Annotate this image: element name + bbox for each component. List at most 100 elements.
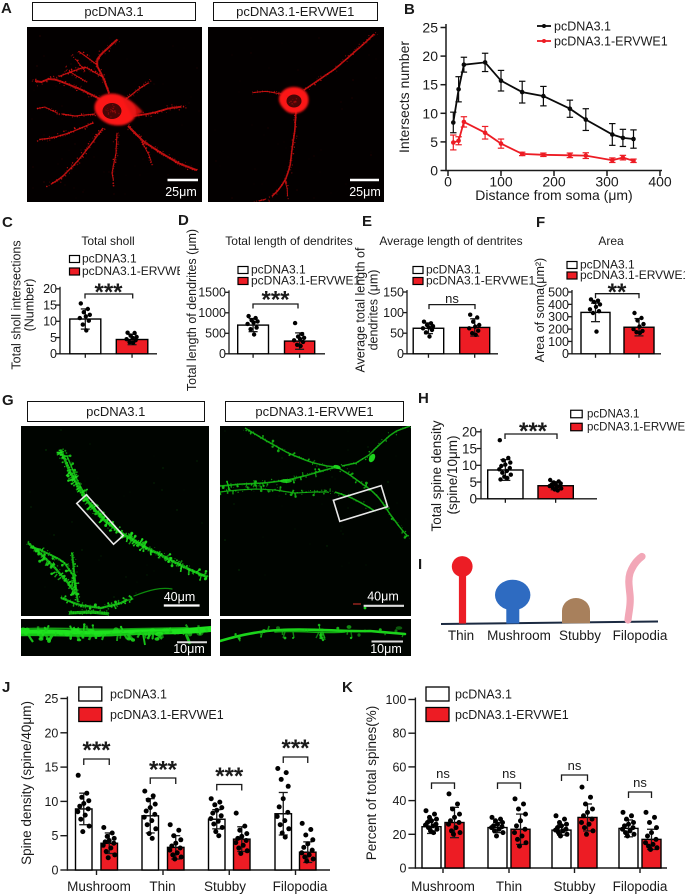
svg-text:Total length of dendrites (μm): Total length of dendrites (μm) <box>185 229 199 391</box>
svg-text:0: 0 <box>562 347 569 361</box>
svg-text:pcDNA3.1-ERVWE1: pcDNA3.1-ERVWE1 <box>251 274 360 288</box>
svg-text:80: 80 <box>392 727 406 741</box>
svg-text:B: B <box>404 1 415 18</box>
svg-text:***: *** <box>519 418 548 445</box>
svg-text:pcDNA3.1: pcDNA3.1 <box>587 409 639 421</box>
svg-text:pcDNA3.1: pcDNA3.1 <box>455 688 512 702</box>
svg-text:***: *** <box>281 735 310 762</box>
svg-text:0: 0 <box>397 347 404 361</box>
svg-text:pcDNA3.1: pcDNA3.1 <box>251 263 306 277</box>
svg-text:25μm: 25μm <box>349 185 381 199</box>
svg-text:F: F <box>536 214 545 231</box>
svg-text:pcDNA3.1-ERVWE1: pcDNA3.1-ERVWE1 <box>110 708 224 722</box>
svg-text:10: 10 <box>422 105 438 121</box>
svg-text:300: 300 <box>548 310 569 324</box>
svg-text:100: 100 <box>383 306 404 320</box>
svg-text:15: 15 <box>43 298 57 312</box>
svg-text:pcDNA3.1-ERVWE1: pcDNA3.1-ERVWE1 <box>82 264 180 278</box>
svg-text:(Number): (Number) <box>23 279 37 332</box>
svg-text:0: 0 <box>219 347 226 361</box>
svg-text:0: 0 <box>50 347 57 361</box>
svg-text:Stubby: Stubby <box>204 879 246 894</box>
svg-text:***: *** <box>82 737 111 764</box>
svg-text:***: *** <box>149 757 178 784</box>
svg-text:pcDNA3.1-ERVWE1: pcDNA3.1-ERVWE1 <box>455 708 569 722</box>
svg-text:pcDNA3.1-ERVWE1: pcDNA3.1-ERVWE1 <box>554 35 668 49</box>
svg-text:Thin: Thin <box>448 628 474 643</box>
svg-text:0: 0 <box>399 862 406 876</box>
svg-text:100: 100 <box>386 693 407 707</box>
svg-text:5: 5 <box>469 475 477 490</box>
svg-text:25: 25 <box>44 692 58 706</box>
svg-text:K: K <box>342 679 353 696</box>
svg-text:Area of soma(μm²): Area of soma(μm²) <box>533 258 547 362</box>
svg-text:5: 5 <box>51 829 58 843</box>
svg-text:pcDNA3.1: pcDNA3.1 <box>82 252 137 266</box>
svg-text:40μm: 40μm <box>367 590 399 604</box>
svg-text:pcDNA3.1: pcDNA3.1 <box>426 263 481 277</box>
svg-text:10: 10 <box>462 458 477 473</box>
svg-text:0: 0 <box>430 163 438 179</box>
svg-text:5: 5 <box>430 134 438 150</box>
svg-text:100: 100 <box>548 335 569 349</box>
svg-text:15: 15 <box>462 441 477 456</box>
svg-text:25μm: 25μm <box>165 185 197 199</box>
svg-text:15: 15 <box>422 77 438 93</box>
svg-text:ns: ns <box>568 758 582 773</box>
svg-text:60: 60 <box>392 760 406 774</box>
svg-text:Mushroom: Mushroom <box>67 879 131 894</box>
svg-text:Average length of dentrites: Average length of dentrites <box>379 234 522 248</box>
svg-text:ns: ns <box>502 766 516 781</box>
svg-text:500: 500 <box>548 285 569 299</box>
svg-text:400: 400 <box>548 298 569 312</box>
svg-text:Thin: Thin <box>496 879 522 894</box>
svg-text:ns: ns <box>633 775 647 790</box>
svg-text:400: 400 <box>648 174 672 190</box>
svg-text:pcDNA3.1-ERVWE1: pcDNA3.1-ERVWE1 <box>580 268 685 282</box>
svg-text:20: 20 <box>462 425 477 440</box>
svg-text:pcDNA3.1: pcDNA3.1 <box>554 20 611 34</box>
svg-text:Total sholl intersections: Total sholl intersections <box>10 240 24 369</box>
svg-text:Spine density (spine/40μm): Spine density (spine/40μm) <box>19 701 34 865</box>
svg-text:0: 0 <box>444 174 452 190</box>
svg-text:Area: Area <box>598 234 624 248</box>
svg-text:150: 150 <box>383 285 404 299</box>
svg-text:10: 10 <box>43 315 57 329</box>
svg-text:**: ** <box>608 279 627 306</box>
svg-text:***: *** <box>261 287 290 314</box>
svg-text:1500: 1500 <box>198 286 226 300</box>
svg-text:500: 500 <box>205 327 226 341</box>
svg-text:10μm: 10μm <box>173 642 205 656</box>
svg-text:dendrites (μm): dendrites (μm) <box>367 270 381 351</box>
svg-text:25: 25 <box>422 20 438 36</box>
svg-text:pcDNA3.1-ERVWE1: pcDNA3.1-ERVWE1 <box>426 274 535 288</box>
svg-text:20: 20 <box>44 726 58 740</box>
svg-text:E: E <box>362 213 372 230</box>
svg-text:1000: 1000 <box>198 306 226 320</box>
svg-text:200: 200 <box>548 322 569 336</box>
svg-text:Intersects number: Intersects number <box>396 41 412 153</box>
svg-text:Average total length of: Average total length of <box>354 247 368 372</box>
svg-text:Total spine density: Total spine density <box>429 420 444 531</box>
svg-text:D: D <box>178 212 189 229</box>
svg-text:40: 40 <box>392 794 406 808</box>
svg-text:5: 5 <box>50 331 57 345</box>
svg-text:100: 100 <box>489 174 513 190</box>
svg-text:Stubby: Stubby <box>559 628 601 643</box>
svg-text:20: 20 <box>43 282 57 296</box>
svg-text:Distance from soma (μm): Distance from soma (μm) <box>475 187 632 203</box>
svg-text:***: *** <box>215 763 244 790</box>
svg-text:0: 0 <box>469 492 477 507</box>
svg-text:40μm: 40μm <box>164 590 196 604</box>
svg-text:Percent of total spines(%): Percent of total spines(%) <box>364 706 379 861</box>
svg-text:0: 0 <box>51 864 58 878</box>
svg-text:10μm: 10μm <box>370 642 402 656</box>
svg-text:H: H <box>418 390 429 407</box>
svg-text:pcDNA3.1-ERVWE1: pcDNA3.1-ERVWE1 <box>587 422 685 434</box>
svg-text:C: C <box>2 214 13 231</box>
svg-text:300: 300 <box>595 174 619 190</box>
svg-text:ns: ns <box>436 766 450 781</box>
svg-text:pcDNA3.1: pcDNA3.1 <box>110 688 167 702</box>
svg-text:Mushroom: Mushroom <box>487 628 551 643</box>
svg-text:J: J <box>2 679 10 696</box>
